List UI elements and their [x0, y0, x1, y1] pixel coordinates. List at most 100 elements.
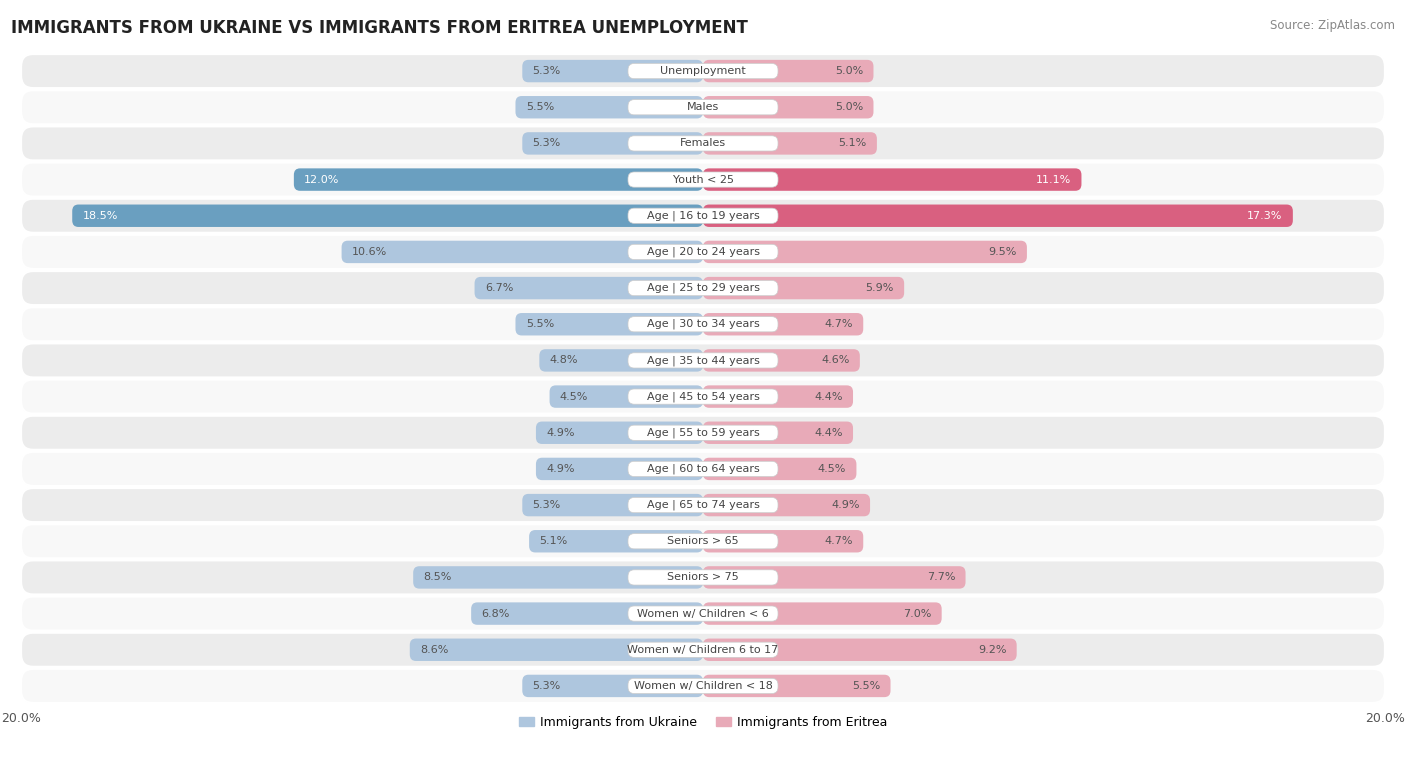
Text: 4.5%: 4.5%	[818, 464, 846, 474]
FancyBboxPatch shape	[628, 534, 778, 549]
FancyBboxPatch shape	[21, 199, 1385, 232]
FancyBboxPatch shape	[529, 530, 703, 553]
FancyBboxPatch shape	[21, 344, 1385, 378]
FancyBboxPatch shape	[703, 96, 873, 118]
FancyBboxPatch shape	[628, 64, 778, 79]
FancyBboxPatch shape	[409, 639, 703, 661]
FancyBboxPatch shape	[536, 458, 703, 480]
Text: 12.0%: 12.0%	[304, 175, 339, 185]
FancyBboxPatch shape	[294, 168, 703, 191]
FancyBboxPatch shape	[21, 633, 1385, 667]
FancyBboxPatch shape	[21, 597, 1385, 631]
FancyBboxPatch shape	[703, 566, 966, 589]
FancyBboxPatch shape	[21, 452, 1385, 486]
FancyBboxPatch shape	[628, 281, 778, 296]
Text: 5.1%: 5.1%	[540, 536, 568, 547]
Text: Age | 20 to 24 years: Age | 20 to 24 years	[647, 247, 759, 257]
Text: 4.7%: 4.7%	[824, 536, 853, 547]
FancyBboxPatch shape	[21, 416, 1385, 450]
FancyBboxPatch shape	[21, 235, 1385, 269]
Text: 4.8%: 4.8%	[550, 356, 578, 366]
FancyBboxPatch shape	[516, 96, 703, 118]
Text: 6.8%: 6.8%	[481, 609, 510, 618]
FancyBboxPatch shape	[703, 132, 877, 154]
Text: 18.5%: 18.5%	[83, 210, 118, 221]
FancyBboxPatch shape	[342, 241, 703, 263]
Text: IMMIGRANTS FROM UKRAINE VS IMMIGRANTS FROM ERITREA UNEMPLOYMENT: IMMIGRANTS FROM UKRAINE VS IMMIGRANTS FR…	[11, 19, 748, 37]
FancyBboxPatch shape	[21, 669, 1385, 703]
FancyBboxPatch shape	[522, 674, 703, 697]
FancyBboxPatch shape	[703, 204, 1294, 227]
Text: 5.0%: 5.0%	[835, 102, 863, 112]
FancyBboxPatch shape	[628, 389, 778, 404]
Text: 5.5%: 5.5%	[526, 319, 554, 329]
Text: 5.9%: 5.9%	[866, 283, 894, 293]
FancyBboxPatch shape	[413, 566, 703, 589]
Text: Females: Females	[681, 139, 725, 148]
Text: Women w/ Children 6 to 17: Women w/ Children 6 to 17	[627, 645, 779, 655]
FancyBboxPatch shape	[703, 674, 890, 697]
FancyBboxPatch shape	[628, 461, 778, 476]
FancyBboxPatch shape	[703, 639, 1017, 661]
FancyBboxPatch shape	[703, 241, 1026, 263]
FancyBboxPatch shape	[540, 349, 703, 372]
FancyBboxPatch shape	[628, 606, 778, 621]
FancyBboxPatch shape	[21, 488, 1385, 522]
Text: 4.4%: 4.4%	[814, 391, 842, 401]
FancyBboxPatch shape	[703, 349, 860, 372]
Text: 7.0%: 7.0%	[903, 609, 931, 618]
FancyBboxPatch shape	[21, 126, 1385, 160]
Text: 11.1%: 11.1%	[1036, 175, 1071, 185]
Text: Age | 30 to 34 years: Age | 30 to 34 years	[647, 319, 759, 329]
FancyBboxPatch shape	[628, 570, 778, 585]
FancyBboxPatch shape	[703, 313, 863, 335]
FancyBboxPatch shape	[550, 385, 703, 408]
Text: 4.4%: 4.4%	[814, 428, 842, 438]
Text: 9.2%: 9.2%	[979, 645, 1007, 655]
Text: 9.5%: 9.5%	[988, 247, 1017, 257]
FancyBboxPatch shape	[475, 277, 703, 299]
Text: Unemployment: Unemployment	[661, 66, 745, 76]
FancyBboxPatch shape	[703, 60, 873, 83]
Text: 8.5%: 8.5%	[423, 572, 451, 582]
FancyBboxPatch shape	[703, 422, 853, 444]
FancyBboxPatch shape	[628, 425, 778, 441]
FancyBboxPatch shape	[21, 525, 1385, 558]
FancyBboxPatch shape	[21, 379, 1385, 413]
Text: 5.0%: 5.0%	[835, 66, 863, 76]
Text: Males: Males	[688, 102, 718, 112]
Text: Women w/ Children < 18: Women w/ Children < 18	[634, 681, 772, 691]
FancyBboxPatch shape	[21, 90, 1385, 124]
Text: Age | 60 to 64 years: Age | 60 to 64 years	[647, 464, 759, 474]
Legend: Immigrants from Ukraine, Immigrants from Eritrea: Immigrants from Ukraine, Immigrants from…	[513, 711, 893, 734]
Text: 7.7%: 7.7%	[927, 572, 955, 582]
Text: Age | 45 to 54 years: Age | 45 to 54 years	[647, 391, 759, 402]
Text: Age | 55 to 59 years: Age | 55 to 59 years	[647, 428, 759, 438]
Text: 5.3%: 5.3%	[533, 139, 561, 148]
Text: 4.9%: 4.9%	[831, 500, 860, 510]
Text: 4.9%: 4.9%	[546, 464, 575, 474]
Text: 17.3%: 17.3%	[1247, 210, 1282, 221]
FancyBboxPatch shape	[703, 168, 1081, 191]
FancyBboxPatch shape	[628, 100, 778, 115]
Text: 5.1%: 5.1%	[838, 139, 866, 148]
FancyBboxPatch shape	[522, 60, 703, 83]
Text: Seniors > 75: Seniors > 75	[666, 572, 740, 582]
FancyBboxPatch shape	[21, 163, 1385, 197]
FancyBboxPatch shape	[21, 307, 1385, 341]
FancyBboxPatch shape	[536, 422, 703, 444]
FancyBboxPatch shape	[21, 271, 1385, 305]
FancyBboxPatch shape	[628, 353, 778, 368]
Text: 5.5%: 5.5%	[852, 681, 880, 691]
FancyBboxPatch shape	[21, 560, 1385, 594]
Text: 8.6%: 8.6%	[420, 645, 449, 655]
Text: 5.3%: 5.3%	[533, 681, 561, 691]
FancyBboxPatch shape	[522, 494, 703, 516]
FancyBboxPatch shape	[703, 494, 870, 516]
Text: Youth < 25: Youth < 25	[672, 175, 734, 185]
Text: 5.3%: 5.3%	[533, 500, 561, 510]
FancyBboxPatch shape	[703, 458, 856, 480]
FancyBboxPatch shape	[516, 313, 703, 335]
Text: 10.6%: 10.6%	[352, 247, 387, 257]
Text: Source: ZipAtlas.com: Source: ZipAtlas.com	[1270, 19, 1395, 32]
